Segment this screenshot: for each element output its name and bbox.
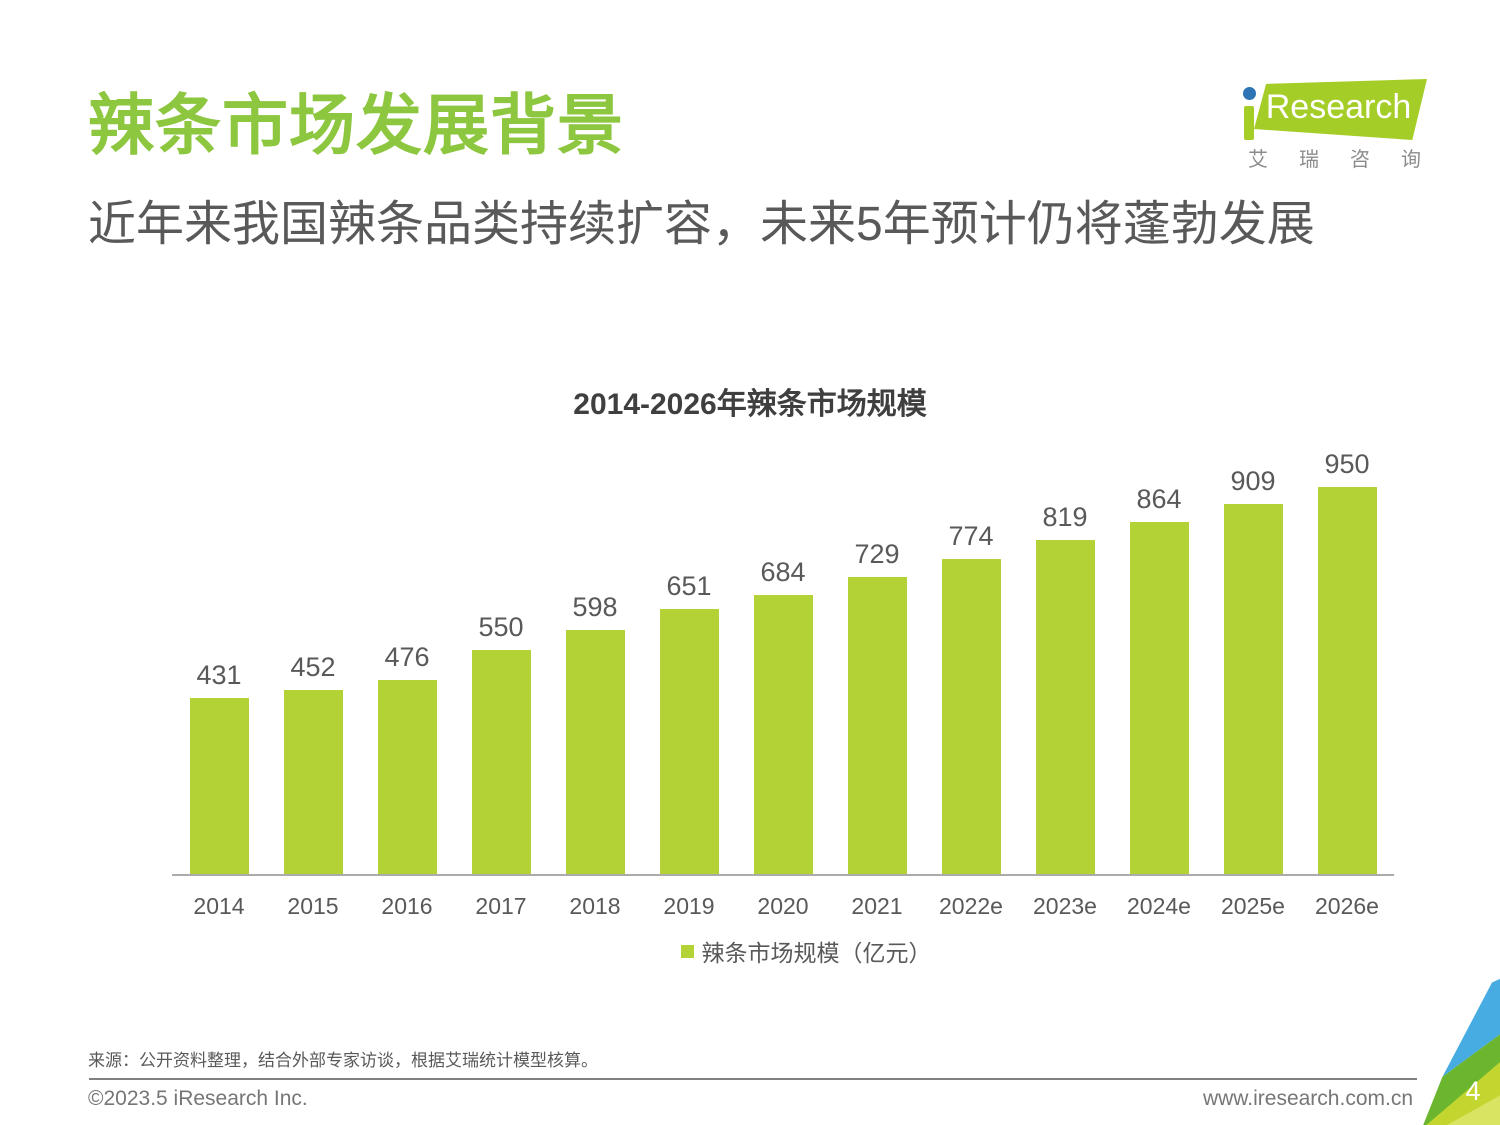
bar [941, 559, 1001, 874]
bar-value-label: 729 [854, 539, 900, 569]
bar-slot: 819 [1018, 502, 1112, 874]
bar-slot: 909 [1206, 466, 1300, 874]
page-number: 4 [1465, 1076, 1481, 1106]
bar-value-label: 909 [1230, 466, 1276, 496]
bar-value-label: 684 [760, 557, 806, 587]
x-axis-label: 2018 [569, 893, 621, 919]
x-axis-label: 2014 [193, 893, 245, 919]
x-axis-label: 2024e [1127, 893, 1191, 919]
bar-slot: 476 [360, 642, 454, 874]
bar [565, 630, 625, 874]
bar-value-label: 651 [666, 571, 712, 601]
legend-swatch-icon [680, 944, 694, 958]
x-axis-label: 2015 [287, 893, 339, 919]
bar-slot: 774 [924, 521, 1018, 874]
source-note: 来源：公开资料整理，结合外部专家访谈，根据艾瑞统计模型核算。 [88, 1051, 598, 1070]
bar [847, 577, 907, 874]
copyright-text: ©2023.5 iResearch Inc. [88, 1087, 308, 1110]
bar-value-label: 774 [948, 521, 994, 551]
x-axis-label: 2017 [475, 893, 527, 919]
bar-slot: 864 [1112, 484, 1206, 874]
bar-slot: 598 [548, 592, 642, 874]
logo-banner: Research [1254, 79, 1427, 140]
x-axis-label: 2025e [1221, 893, 1285, 919]
x-axis-label: 2021 [851, 893, 903, 919]
bar [1035, 540, 1095, 874]
chart-title: 2014-2026年辣条市场规模 [573, 388, 927, 421]
bar-chart: 431 452 476 550 598 651 684 729 774 819 864 909 950 … [172, 449, 1394, 968]
legend: 辣条市场规模（亿元） [218, 934, 1394, 968]
bar-slot: 729 [830, 539, 924, 874]
footer-divider [89, 1078, 1417, 1080]
bar-value-label: 431 [196, 660, 242, 690]
bar-slot: 452 [266, 652, 360, 874]
x-axis-label: 2022e [939, 893, 1003, 919]
bar [1223, 504, 1283, 874]
x-axis-label: 2016 [381, 893, 433, 919]
corner-decoration: 4 [1340, 940, 1500, 1125]
page-title: 辣条市场发展背景 [88, 88, 624, 162]
x-axis-labels: 2014 2015 2016 2017 2018 2019 2020 2021 2022e 202… [172, 893, 1394, 920]
bar-value-label: 550 [478, 612, 524, 642]
bar [753, 595, 813, 874]
page-subtitle: 近年来我国辣条品类持续扩容，未来5年预计仍将蓬勃发展 [88, 198, 1315, 251]
bar-slot: 684 [736, 557, 830, 874]
bar [377, 680, 437, 874]
bar-value-label: 476 [384, 642, 430, 672]
bar [659, 609, 719, 874]
bar-value-label: 452 [290, 652, 336, 682]
bar-value-label: 598 [572, 592, 618, 622]
bar-value-label: 819 [1042, 502, 1088, 532]
website-url: www.iresearch.com.cn [1202, 1087, 1413, 1110]
bar [1317, 487, 1377, 874]
bar [471, 650, 531, 874]
bar-slot: 651 [642, 571, 736, 874]
logo-i-dot-icon [1243, 87, 1256, 100]
logo-subtext: 艾瑞咨询 [1248, 149, 1452, 171]
bar-slot: 950 [1300, 449, 1394, 874]
bar [283, 690, 343, 874]
bar-slot: 550 [454, 612, 548, 874]
bars-area: 431 452 476 550 598 651 684 729 774 819 864 909 950 [172, 449, 1394, 876]
logo-i-stem-icon [1244, 106, 1254, 140]
x-axis-label: 2023e [1033, 893, 1097, 919]
bar-value-label: 864 [1136, 484, 1182, 514]
bar-value-label: 950 [1324, 449, 1370, 479]
bar [189, 698, 249, 874]
legend-label: 辣条市场规模（亿元） [701, 940, 932, 966]
logo-text: Research [1265, 88, 1412, 126]
bar [1129, 522, 1189, 874]
x-axis-label: 2019 [663, 893, 715, 919]
bar-slot: 431 [172, 660, 266, 874]
x-axis-label: 2020 [757, 893, 809, 919]
x-axis-label: 2026e [1315, 893, 1379, 919]
